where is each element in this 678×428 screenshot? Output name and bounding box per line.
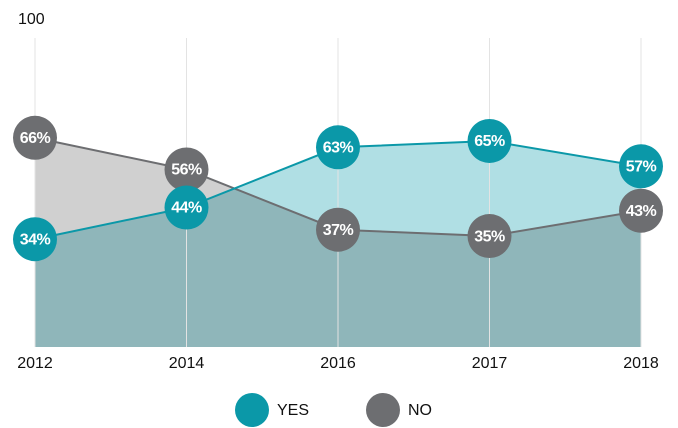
- legend-label: YES: [277, 402, 309, 419]
- x-tick-label: 2017: [472, 355, 508, 372]
- value-label: 57%: [626, 159, 657, 176]
- marker: [619, 188, 663, 233]
- value-label: 34%: [20, 231, 51, 248]
- value-label: 63%: [323, 140, 354, 157]
- value-label: 37%: [323, 222, 354, 239]
- marker: [13, 115, 57, 160]
- legend-swatch: [235, 393, 269, 427]
- marker: [316, 207, 360, 252]
- legend-swatch: [366, 393, 400, 427]
- value-label: 65%: [474, 133, 505, 150]
- x-tick-label: 2012: [17, 355, 53, 372]
- value-label: 43%: [626, 203, 657, 220]
- marker: [13, 217, 57, 262]
- x-tick-label: 2014: [169, 355, 205, 372]
- value-label: 44%: [171, 200, 202, 217]
- marker: [164, 185, 209, 230]
- value-label: 56%: [171, 162, 202, 179]
- x-tick-label: 2016: [320, 355, 356, 372]
- value-label: 35%: [474, 228, 505, 245]
- legend-label: NO: [408, 402, 432, 419]
- marker: [467, 214, 512, 259]
- marker: [164, 147, 209, 192]
- value-label: 66%: [20, 130, 51, 147]
- marker: [619, 144, 663, 189]
- y-tick-label: 100: [18, 11, 45, 28]
- x-tick-label: 2018: [623, 355, 659, 372]
- marker: [467, 118, 512, 163]
- marker: [316, 125, 360, 170]
